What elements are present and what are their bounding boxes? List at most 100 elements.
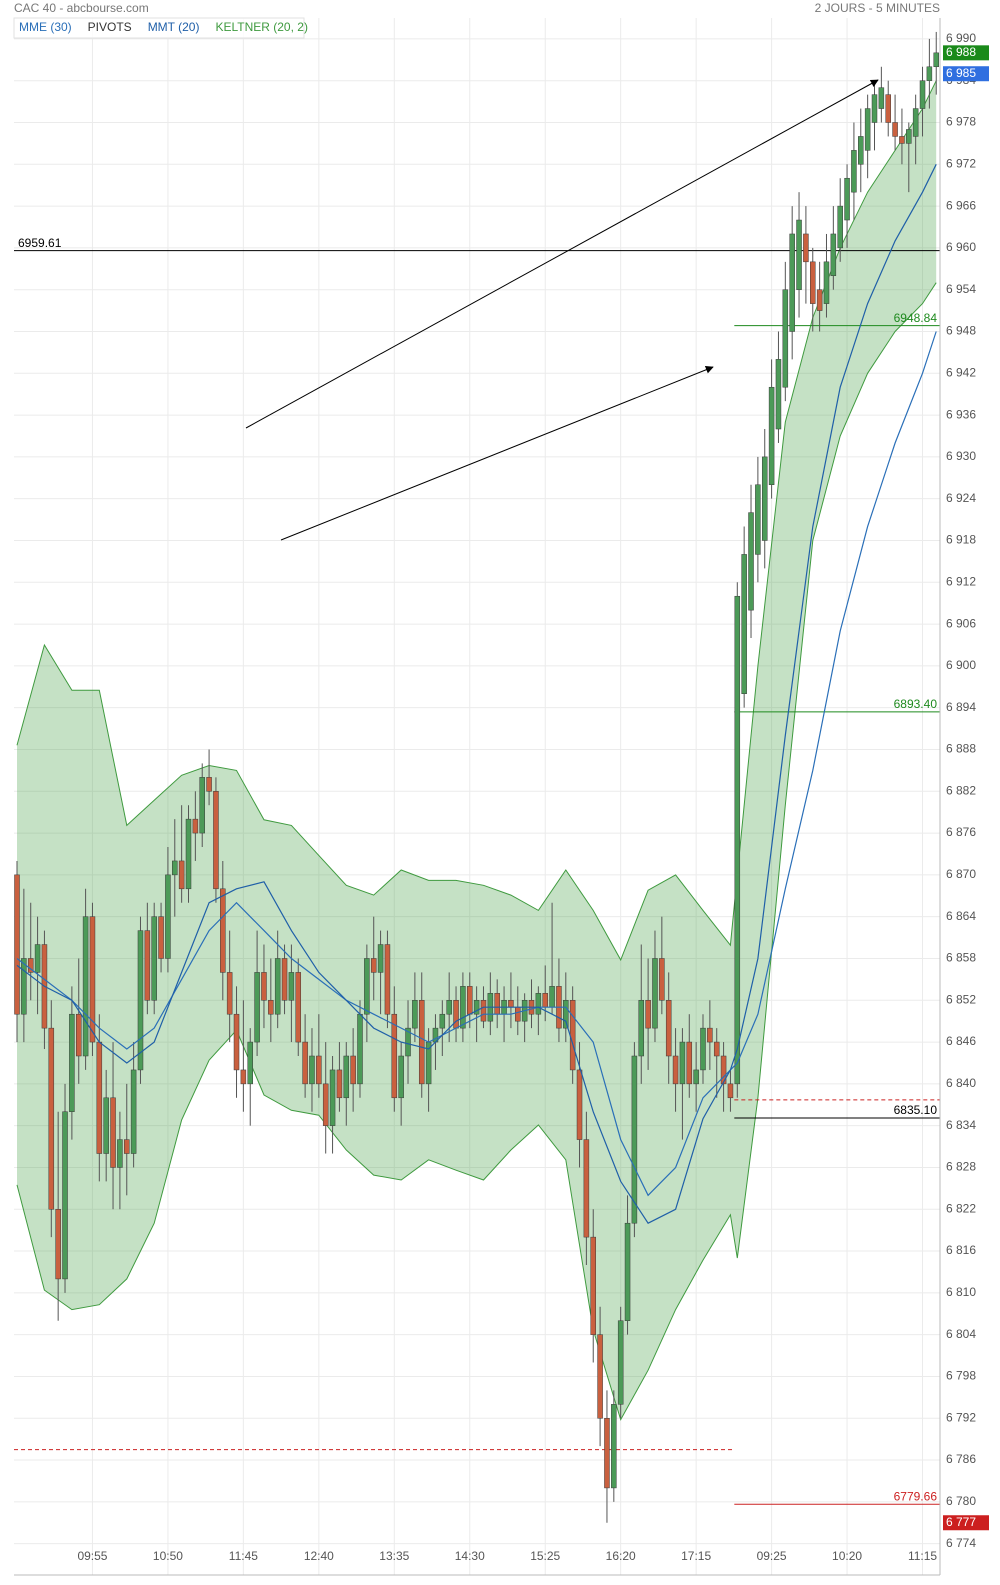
candle-body	[515, 1006, 521, 1022]
candle-body	[364, 958, 370, 1015]
candle-body	[254, 972, 260, 1043]
x-tick-label: 09:25	[757, 1549, 787, 1563]
candle-body	[494, 993, 500, 1015]
candle-body	[124, 1139, 130, 1154]
candle-body	[899, 136, 905, 144]
y-tick-label: 6 792	[946, 1410, 976, 1424]
y-tick-label: 6 918	[946, 533, 976, 547]
pivot-label: 6893.40	[894, 697, 938, 711]
y-tick-label: 6 828	[946, 1160, 976, 1174]
candle-body	[467, 986, 473, 1015]
candle-body	[803, 233, 809, 263]
chart-title: CAC 40 - abcbourse.com	[14, 1, 149, 15]
legend-entry: KELTNER (20, 2)	[215, 20, 307, 34]
candle-body	[604, 1418, 610, 1489]
x-tick-label: 10:20	[832, 1549, 862, 1563]
y-tick-label: 6 882	[946, 783, 976, 797]
candle-body	[199, 777, 205, 834]
legend-entry: PIVOTS	[88, 20, 132, 34]
candle-body	[316, 1055, 322, 1085]
candle-body	[14, 874, 20, 1015]
x-tick-label: 10:50	[153, 1549, 183, 1563]
y-tick-label: 6 846	[946, 1034, 976, 1048]
y-tick-label: 6 924	[946, 491, 976, 505]
candle-body	[288, 972, 295, 1001]
y-tick-label: 6 834	[946, 1118, 976, 1132]
candle-body	[405, 1027, 411, 1057]
chart-subtitle: 2 JOURS - 5 MINUTES	[815, 1, 940, 15]
x-tick-label: 14:30	[455, 1549, 485, 1563]
candle-body	[569, 1000, 576, 1071]
candle-body	[391, 1013, 398, 1099]
candle-body	[281, 958, 288, 1001]
candle-body	[82, 916, 89, 1057]
pivot-label: 6779.66	[894, 1489, 938, 1503]
candle-body	[357, 1013, 363, 1085]
keltner-upper	[16, 80, 937, 962]
y-tick-label: 6 864	[946, 909, 976, 923]
candle-body	[816, 289, 823, 311]
x-tick-label: 13:35	[379, 1549, 409, 1563]
y-tick-label: 6 786	[946, 1452, 976, 1466]
candle-body	[103, 1097, 109, 1154]
candle-body	[631, 1055, 638, 1224]
y-tick-label: 6 972	[946, 156, 976, 170]
candle-body	[768, 386, 775, 486]
candle-body	[611, 1404, 617, 1489]
arrow	[280, 365, 714, 541]
y-tick-label: 6 798	[946, 1369, 976, 1383]
overlays	[16, 80, 937, 1421]
candle-body	[933, 52, 939, 68]
candle-body	[274, 958, 281, 1015]
candle-body	[34, 944, 41, 973]
price-badge-label: 6 988	[946, 45, 976, 59]
candle-body	[21, 958, 27, 1015]
candle-body	[192, 818, 199, 834]
legend-entry: MMT (20)	[148, 20, 200, 34]
candle-body	[350, 1055, 356, 1085]
candle-body	[686, 1041, 693, 1085]
candle-body	[69, 1013, 75, 1112]
candle-body	[96, 1041, 103, 1154]
candle-body	[412, 1000, 418, 1029]
keltner-band	[17, 80, 937, 1420]
y-tick-label: 6 816	[946, 1243, 976, 1257]
candle-body	[27, 958, 34, 973]
candle-body	[727, 1083, 734, 1099]
pivot-levels: 6959.61 6948.84 6893.40 6835.10 6779.66	[14, 236, 940, 1505]
y-tick-label: 6 960	[946, 240, 976, 254]
x-tick-label: 11:15	[908, 1549, 937, 1563]
candle-body	[110, 1097, 116, 1168]
candle-body	[590, 1236, 596, 1335]
candle-body	[62, 1111, 68, 1280]
y-tick-label: 6 870	[946, 867, 976, 881]
y-tick-label: 6 978	[946, 115, 976, 129]
candle-body	[268, 1000, 274, 1015]
y-tick-label: 6 858	[946, 951, 976, 965]
candle-body	[343, 1055, 350, 1099]
candle-body	[906, 129, 912, 144]
grid	[14, 18, 940, 1575]
candle-body	[597, 1334, 603, 1419]
candle-body	[624, 1222, 631, 1321]
candle-body	[734, 595, 741, 1085]
candle-body	[796, 219, 802, 290]
candle-body	[384, 944, 391, 1015]
candle-body	[206, 777, 212, 792]
candle-body	[261, 972, 267, 1001]
candle-body	[823, 261, 830, 304]
candle-body	[398, 1055, 404, 1099]
candle-body	[926, 66, 933, 81]
candle-body	[775, 359, 782, 430]
candle-body	[460, 986, 466, 1029]
candle-body	[508, 1000, 514, 1008]
candle-body	[693, 1069, 699, 1085]
candle-body	[659, 958, 665, 1001]
candle-body	[542, 993, 548, 1008]
x-tick-label: 17:15	[681, 1549, 711, 1563]
legend-entry: MME (30)	[19, 20, 72, 34]
y-tick-label: 6 774	[946, 1536, 976, 1550]
candle-body	[755, 484, 761, 555]
ma-line	[16, 164, 937, 1224]
